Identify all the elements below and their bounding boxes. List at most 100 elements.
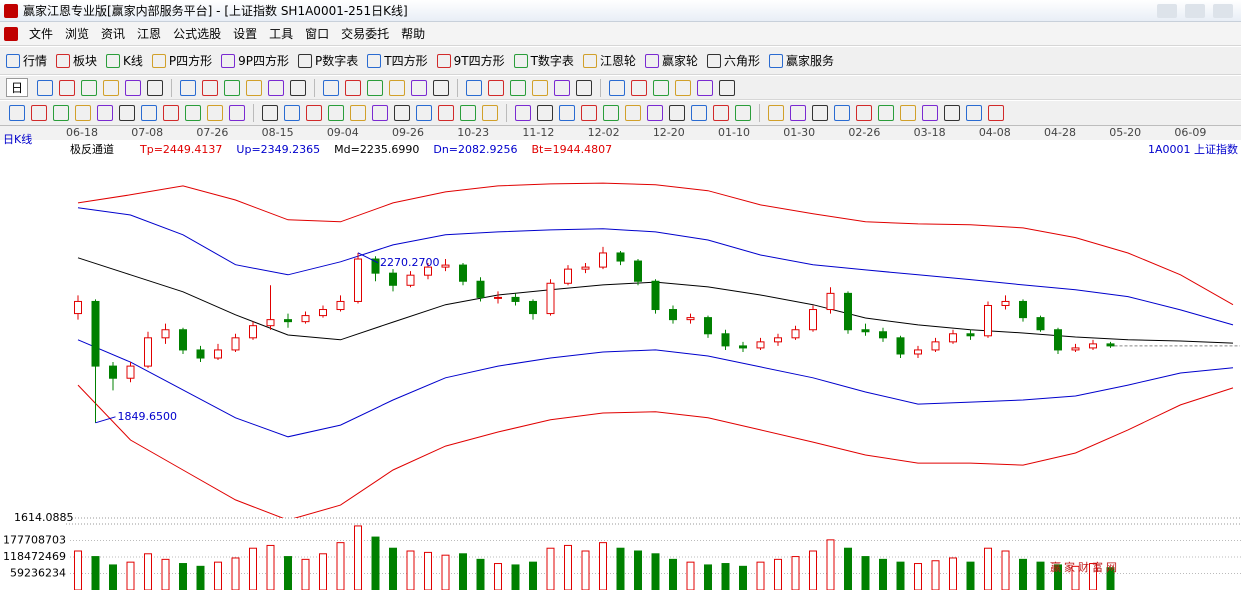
tool-icon[interactable]	[537, 105, 553, 121]
menu-item[interactable]: 公式选股	[173, 27, 222, 41]
tool-icon[interactable]	[31, 105, 47, 121]
menu-item[interactable]: 文件	[29, 27, 54, 41]
tool-icon[interactable]	[372, 105, 388, 121]
tool-icon[interactable]	[603, 105, 619, 121]
tool-icon[interactable]	[966, 105, 982, 121]
tool-icon[interactable]	[559, 105, 575, 121]
tool-icon[interactable]	[488, 79, 505, 96]
toolbar-button[interactable]: 行情	[6, 52, 47, 69]
tool-icon[interactable]	[812, 105, 828, 121]
toolbar-button[interactable]: 江恩轮	[582, 52, 636, 69]
tool-icon[interactable]	[224, 79, 241, 96]
toolbar-button[interactable]: 9P四方形	[221, 52, 289, 69]
menu-item[interactable]: 浏览	[65, 27, 90, 41]
tool-icon[interactable]	[790, 105, 806, 121]
tool-icon[interactable]	[37, 79, 54, 96]
tool-icon[interactable]	[460, 105, 476, 121]
tool-icon[interactable]	[697, 79, 714, 96]
menu-item[interactable]: 设置	[233, 27, 258, 41]
tool-icon[interactable]	[466, 79, 483, 96]
tool-icon[interactable]	[323, 79, 340, 96]
toolbar-button[interactable]: 赢家轮	[644, 52, 698, 69]
tool-icon[interactable]	[290, 79, 307, 96]
tool-icon[interactable]	[856, 105, 872, 121]
tool-icon[interactable]	[581, 105, 597, 121]
tool-icon[interactable]	[532, 79, 549, 96]
tool-icon[interactable]	[653, 79, 670, 96]
toolbar-button[interactable]: 赢家服务	[768, 52, 834, 69]
tool-icon[interactable]	[9, 105, 25, 121]
tool-icon[interactable]	[411, 79, 428, 96]
tool-icon[interactable]	[900, 105, 916, 121]
toolbar-button[interactable]: T四方形	[367, 52, 428, 69]
tool-icon[interactable]	[988, 105, 1004, 121]
tool-icon[interactable]	[719, 79, 736, 96]
tool-icon[interactable]	[229, 105, 245, 121]
tool-icon[interactable]	[367, 79, 384, 96]
tool-icon[interactable]	[185, 105, 201, 121]
tool-icon[interactable]	[141, 105, 157, 121]
tool-icon[interactable]	[675, 79, 692, 96]
tool-icon[interactable]	[515, 105, 531, 121]
menu-item[interactable]: 帮助	[401, 27, 426, 41]
menu-item[interactable]: 江恩	[137, 27, 162, 41]
tool-icon[interactable]	[878, 105, 894, 121]
tool-icon[interactable]	[306, 105, 322, 121]
tool-icon[interactable]	[246, 79, 263, 96]
close[interactable]	[1213, 3, 1233, 18]
tool-icon[interactable]	[119, 105, 135, 121]
tool-icon[interactable]	[944, 105, 960, 121]
tool-icon[interactable]	[284, 105, 300, 121]
tool-icon[interactable]	[180, 79, 197, 96]
menu-item[interactable]: 交易委托	[341, 27, 390, 41]
tool-icon[interactable]	[81, 79, 98, 96]
minimize[interactable]	[1157, 3, 1177, 18]
tool-icon[interactable]	[350, 105, 366, 121]
period-select[interactable]: 日	[6, 78, 29, 97]
tool-icon[interactable]	[103, 79, 120, 96]
tool-icon[interactable]	[922, 105, 938, 121]
tool-icon[interactable]	[438, 105, 454, 121]
toolbar-button[interactable]: 板块	[56, 52, 97, 69]
tool-icon[interactable]	[328, 105, 344, 121]
menu-item[interactable]: 窗口	[305, 27, 330, 41]
toolbar-button[interactable]: K线	[106, 52, 143, 69]
tool-icon[interactable]	[163, 105, 179, 121]
tool-icon[interactable]	[389, 79, 406, 96]
tool-icon[interactable]	[576, 79, 593, 96]
tool-icon[interactable]	[59, 79, 76, 96]
tool-icon[interactable]	[834, 105, 850, 121]
tool-icon[interactable]	[394, 105, 410, 121]
tool-icon[interactable]	[268, 79, 285, 96]
tool-icon[interactable]	[147, 79, 164, 96]
tool-icon[interactable]	[647, 105, 663, 121]
tool-icon[interactable]	[53, 105, 69, 121]
toolbar-button[interactable]: P四方形	[151, 52, 212, 69]
tool-icon[interactable]	[631, 79, 648, 96]
tool-icon[interactable]	[735, 105, 751, 121]
tool-icon[interactable]	[125, 79, 142, 96]
tool-icon[interactable]	[416, 105, 432, 121]
tool-icon[interactable]	[554, 79, 571, 96]
maximize[interactable]	[1185, 3, 1205, 18]
toolbar-button[interactable]: 六角形	[706, 52, 760, 69]
tool-icon[interactable]	[691, 105, 707, 121]
tool-icon[interactable]	[669, 105, 685, 121]
tool-icon[interactable]	[768, 105, 784, 121]
tool-icon[interactable]	[207, 105, 223, 121]
menu-item[interactable]: 工具	[269, 27, 294, 41]
tool-icon[interactable]	[433, 79, 450, 96]
tool-icon[interactable]	[482, 105, 498, 121]
tool-icon[interactable]	[345, 79, 362, 96]
toolbar-button[interactable]: 9T四方形	[436, 52, 505, 69]
tool-icon[interactable]	[625, 105, 641, 121]
tool-icon[interactable]	[262, 105, 278, 121]
tool-icon[interactable]	[609, 79, 626, 96]
menu-item[interactable]: 资讯	[101, 27, 126, 41]
toolbar-button[interactable]: P数字表	[298, 52, 358, 69]
tool-icon[interactable]	[97, 105, 113, 121]
toolbar-button[interactable]: T数字表	[513, 52, 574, 69]
tool-icon[interactable]	[202, 79, 219, 96]
tool-icon[interactable]	[510, 79, 527, 96]
tool-icon[interactable]	[75, 105, 91, 121]
